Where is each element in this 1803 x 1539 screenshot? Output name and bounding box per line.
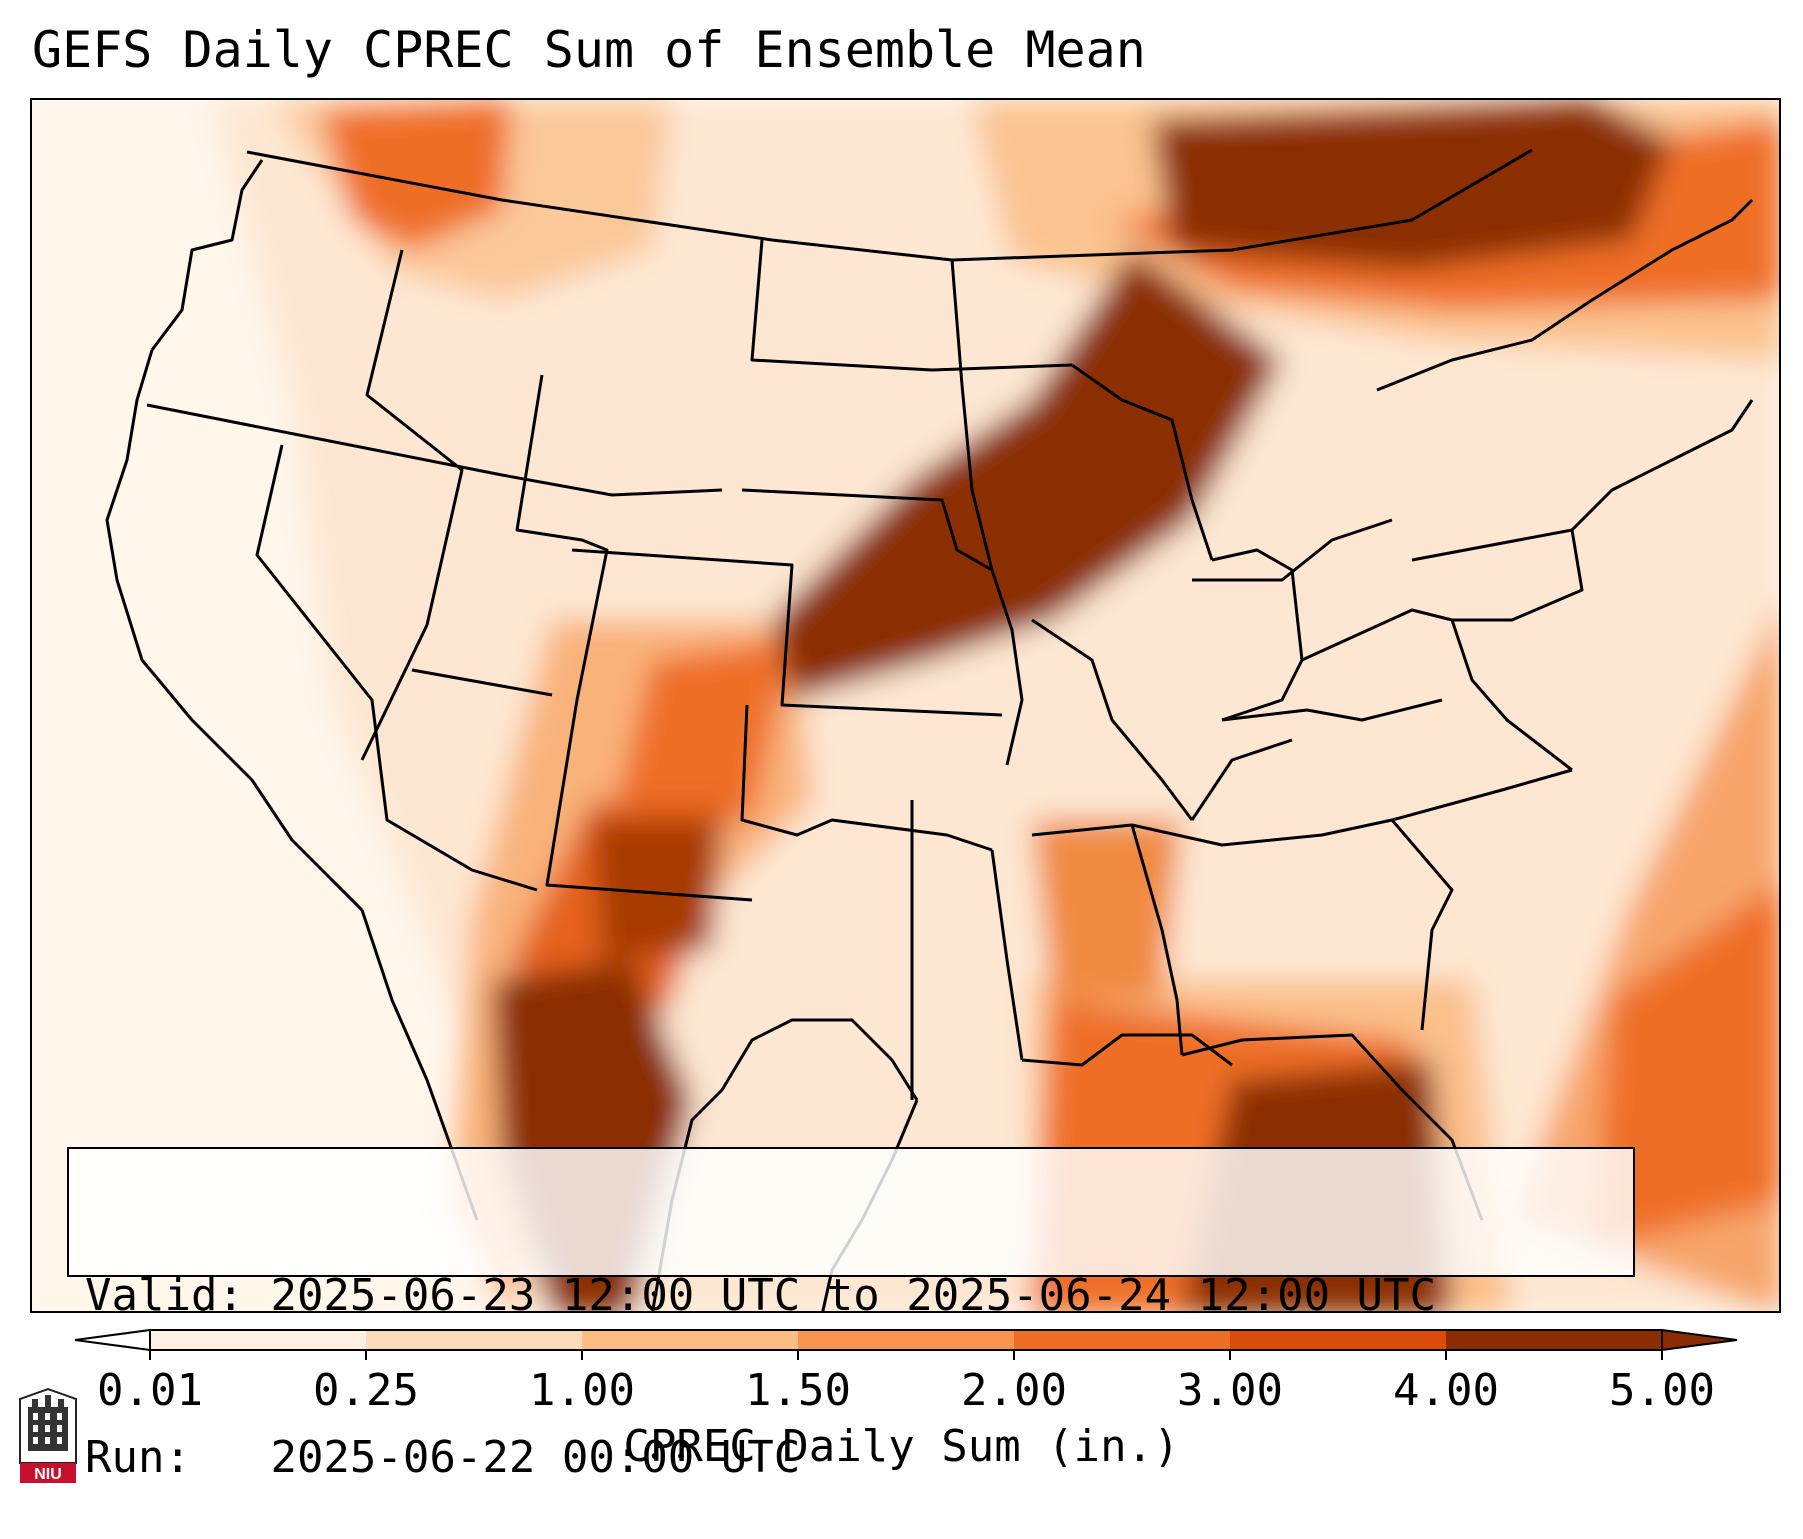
run-label: Run:	[85, 1432, 191, 1483]
niu-logo-text: NIU	[34, 1466, 62, 1483]
precip-map-svg	[32, 100, 1779, 1311]
colorbar-segment	[582, 1330, 799, 1350]
colorbar-tick-label: 3.00	[1177, 1365, 1283, 1416]
run-text: 2025-06-22 00:00 UTC	[270, 1432, 801, 1483]
colorbar-tick-label: 1.00	[529, 1365, 635, 1416]
colorbar-under-extend	[74, 1328, 151, 1352]
colorbar-tick-label: 0.25	[313, 1365, 419, 1416]
colorbar-tick-label: 0.01	[97, 1365, 203, 1416]
colorbar-segment	[366, 1330, 583, 1350]
valid-row: Valid: 2025-06-23 12:00 UTC to 2025-06-2…	[85, 1269, 1617, 1323]
colorbar-outline	[149, 1329, 1663, 1351]
precip-map	[30, 98, 1781, 1313]
niu-tower-icon: NIU	[19, 1387, 77, 1483]
colorbar-over-extend	[1661, 1328, 1738, 1352]
colorbar-segment	[1230, 1330, 1447, 1350]
valid-run-info-box: Valid: 2025-06-23 12:00 UTC to 2025-06-2…	[67, 1147, 1635, 1483]
colorbar-segment	[1014, 1330, 1231, 1350]
precip-field	[212, 100, 1779, 1311]
colorbar-tick-label: 1.50	[745, 1365, 851, 1416]
colorbar-tick-label: 4.00	[1393, 1365, 1499, 1416]
niu-logo: NIU	[18, 1385, 78, 1489]
colorbar-label: CPREC Daily Sum (in.)	[623, 1421, 1180, 1472]
valid-label: Valid:	[85, 1270, 244, 1321]
colorbar-tick-label: 2.00	[961, 1365, 1067, 1416]
boundaries	[105, 148, 1754, 1311]
valid-text: 2025-06-23 12:00 UTC to 2025-06-24 12:00…	[270, 1270, 1437, 1321]
colorbar: 0.01 0.25 1.00 1.50 2.00 3.00 4.00 5.00	[74, 1328, 1738, 1416]
colorbar-tick-label: 5.00	[1609, 1365, 1715, 1416]
colorbar-segment	[1446, 1330, 1663, 1350]
map-title: GEFS Daily CPREC Sum of Ensemble Mean	[32, 21, 1146, 79]
colorbar-segment	[798, 1330, 1015, 1350]
colorbar-segment	[150, 1330, 367, 1350]
run-row: Run: 2025-06-22 00:00 UTC	[85, 1431, 1617, 1485]
